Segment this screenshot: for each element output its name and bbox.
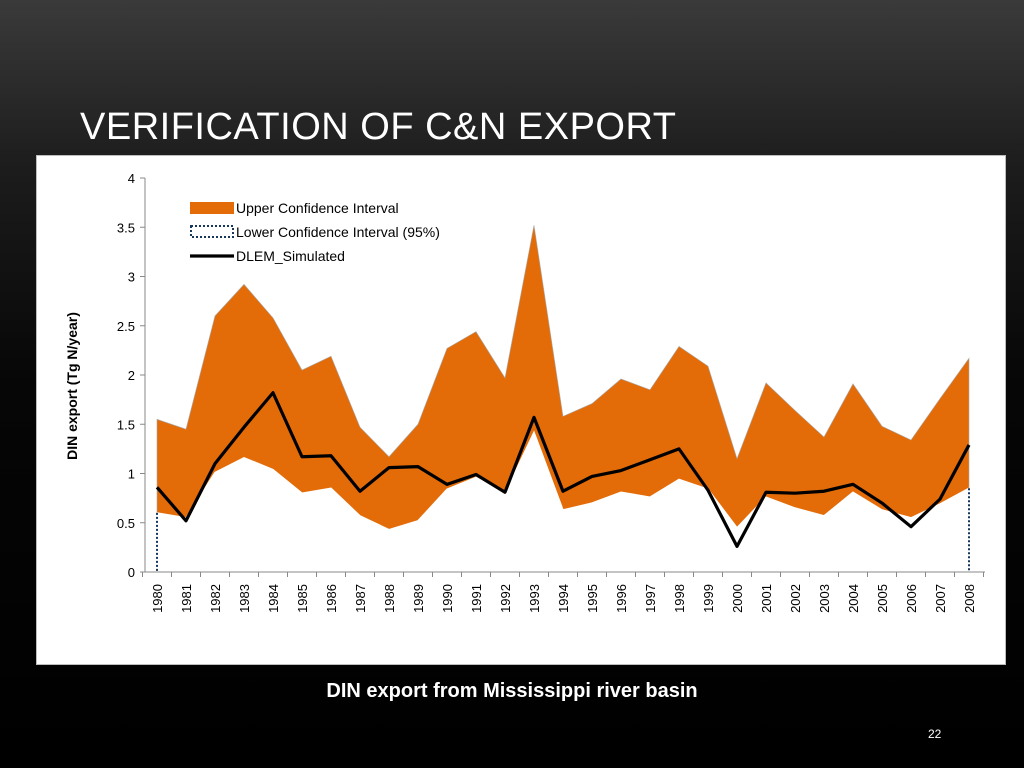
page-number: 22 [928,727,942,741]
axes-layer: 0 0.5 1 1.5 2 2.5 3 3.5 4 1980 1981 1982 1983 1984 198… [117,171,985,613]
y-tick-label: 2.5 [117,319,135,334]
x-tick-label: 2004 [846,584,861,613]
x-tick-label: 1988 [382,584,397,613]
legend-label-upper: Upper Confidence Interval [236,200,399,216]
x-tick-label: 1989 [411,584,426,613]
x-tick-label: 2007 [933,584,948,613]
legend: Upper Confidence Interval Lower Confidenc… [190,200,440,264]
x-tick-label: 2006 [904,584,919,613]
din-export-chart: 0 0.5 1 1.5 2 2.5 3 3.5 4 1980 1981 1982 1983 1984 198… [64,171,985,613]
upper-confidence-band [156,225,970,530]
x-tick-label: 1996 [614,584,629,613]
x-tick-label: 1980 [150,584,165,613]
lower-confidence-layer [156,430,970,572]
y-tick-label: 3 [128,270,135,285]
x-tick-label: 1995 [585,584,600,613]
y-axis-label: DIN export (Tg N/year) [64,312,80,460]
x-tick-label: 1987 [353,584,368,613]
x-tick-label: 1992 [498,584,513,613]
y-tick-label: 1 [128,467,135,482]
x-tick-label: 1986 [324,584,339,613]
y-tick-label: 1.5 [117,417,135,432]
x-tick-label: 1984 [266,584,281,613]
chart-frame: 0 0.5 1 1.5 2 2.5 3 3.5 4 1980 1981 1982 1983 1984 198… [36,155,1006,665]
legend-label-sim: DLEM_Simulated [236,248,345,264]
legend-swatch-upper [190,202,234,214]
chart-caption: DIN export from Mississippi river basin [326,680,698,702]
legend-swatch-lower [190,225,234,238]
y-tick-label: 0 [128,565,135,580]
simulated-line-layer [155,391,971,548]
x-tick-label: 1983 [237,584,252,613]
x-tick-label: 2003 [817,584,832,613]
y-tick-label: 3.5 [117,220,135,235]
x-tick-label: 1998 [672,584,687,613]
y-tick-label: 0.5 [117,516,135,531]
confidence-band-layer [156,225,970,530]
x-tick-label: 2001 [759,584,774,613]
x-tick-label: 1999 [701,584,716,613]
x-tick-label: 2008 [962,584,977,613]
y-tick-label: 2 [128,368,135,383]
x-tick-label: 1981 [179,584,194,613]
x-tick-label: 2005 [875,584,890,613]
x-tick-label: 1997 [643,584,658,613]
slide-title: VERIFICATION OF C&N EXPORT [80,106,677,148]
x-tick-label: 2000 [730,584,745,613]
y-tick-label: 4 [128,171,135,186]
x-tick-label: 1985 [295,584,310,613]
x-tick-label: 2002 [788,584,803,613]
x-tick-label: 1991 [469,584,484,613]
legend-label-lower: Lower Confidence Interval (95%) [236,224,440,240]
x-tick-label: 1993 [527,584,542,613]
x-tick-label: 1994 [556,584,571,613]
x-tick-label: 1982 [208,584,223,613]
x-tick-label: 1990 [440,584,455,613]
